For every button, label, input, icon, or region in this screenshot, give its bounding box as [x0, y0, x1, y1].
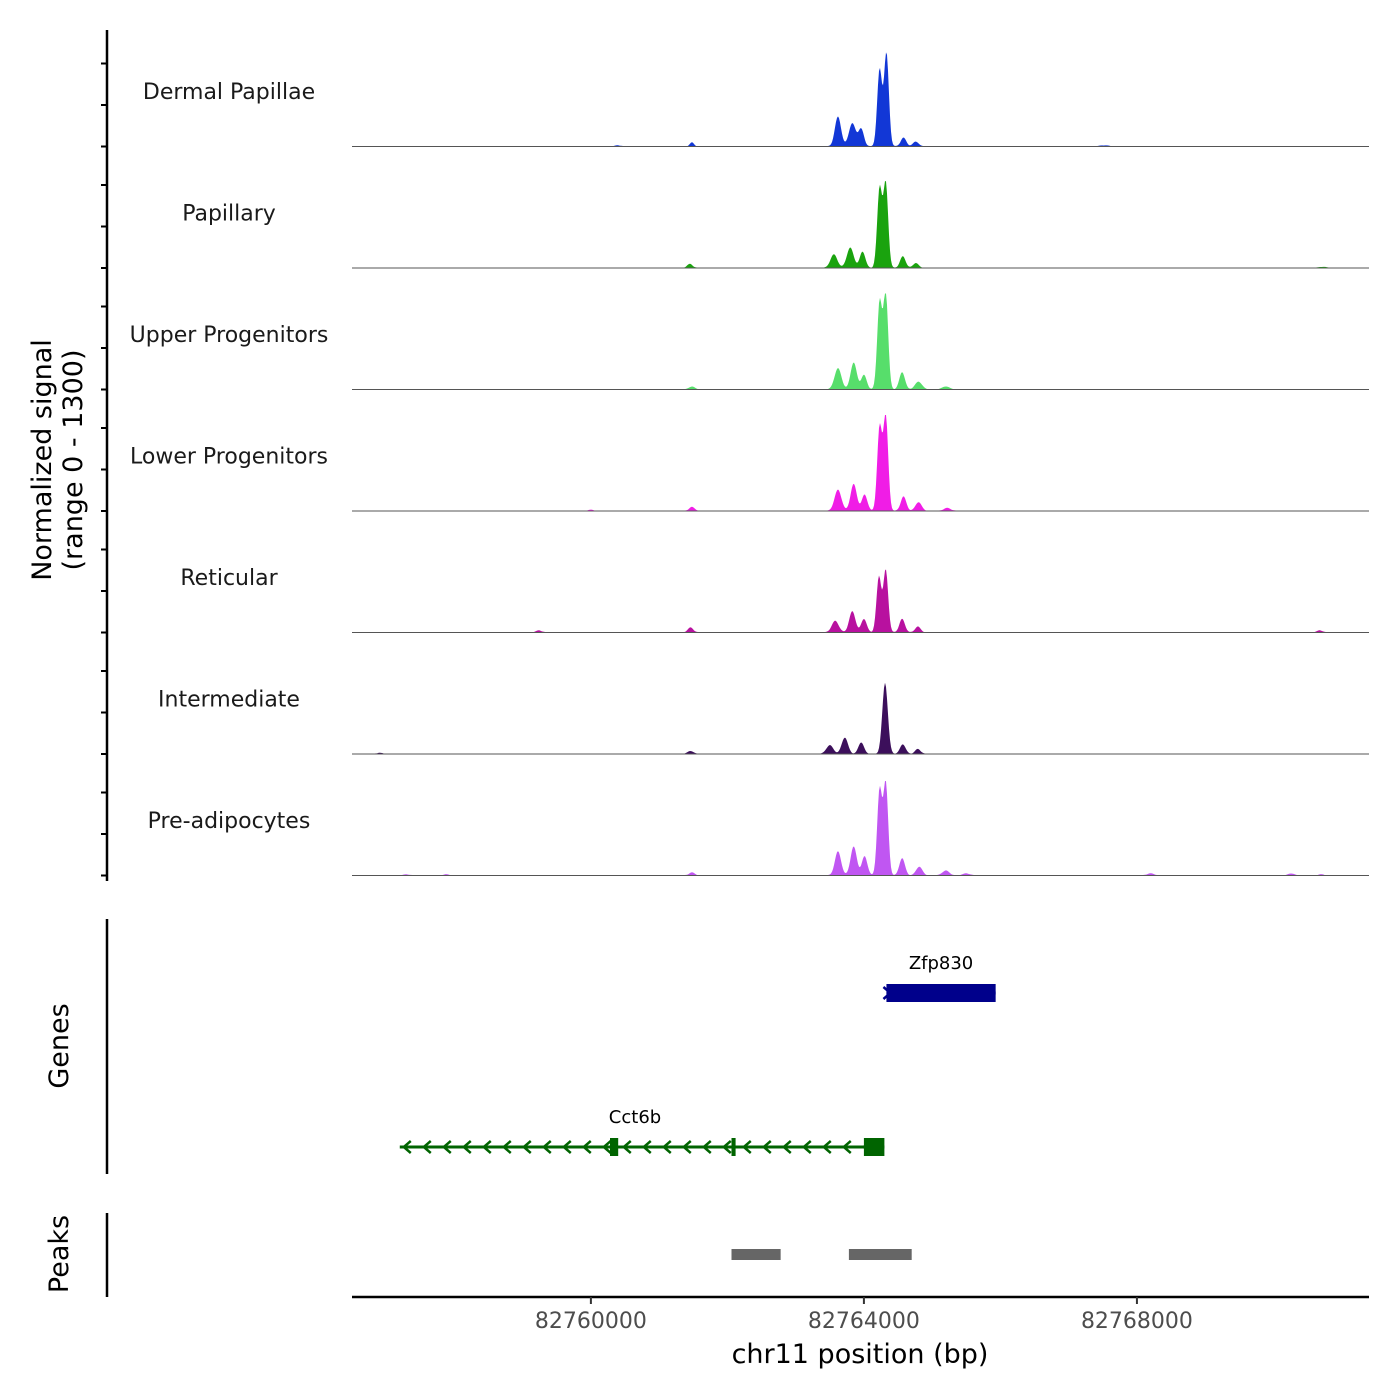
gene-label: Cct6b [609, 1107, 661, 1128]
y-tick-group [101, 62, 107, 877]
strand-arrow [621, 1140, 632, 1154]
signal-area [352, 569, 1369, 633]
x-axis: 82760000 82764000 82768000 [535, 1297, 1193, 1334]
track-6: Pre-adipocytes [148, 780, 1369, 876]
strand-arrow [841, 1140, 852, 1154]
signal-area [352, 780, 1369, 876]
peak-region [848, 1249, 912, 1260]
gene-cct6b: Cct6b [399, 1107, 885, 1156]
track-label: Lower Progenitors [130, 445, 328, 470]
strand-arrow [501, 1140, 512, 1154]
strand-arrow [661, 1140, 672, 1154]
track-label: Reticular [180, 566, 278, 591]
track-label: Intermediate [158, 688, 300, 713]
y-axis-title-line2: (range 0 - 1300) [58, 350, 89, 571]
track-2: Upper Progenitors [130, 293, 1369, 390]
x-axis-title: chr11 position (bp) [732, 1339, 989, 1370]
peak-region [731, 1249, 781, 1260]
track-label: Upper Progenitors [130, 323, 329, 348]
strand-arrow [601, 1140, 612, 1154]
gene-exon [731, 1138, 736, 1156]
strand-arrow [741, 1140, 752, 1154]
peak-track [731, 1249, 912, 1260]
strand-arrow [401, 1140, 412, 1154]
x-tick-label: 82764000 [808, 1309, 920, 1334]
track-label: Pre-adipocytes [148, 809, 311, 834]
strand-arrow [561, 1140, 572, 1154]
track-label: Dermal Papillae [143, 80, 315, 105]
gene-track: Zfp830 Cct6b [399, 953, 996, 1156]
strand-arrow [521, 1140, 532, 1154]
strand-arrow [681, 1140, 692, 1154]
x-tick-label: 82760000 [535, 1309, 647, 1334]
y-axis-title-line1: Normalized signal [27, 339, 58, 581]
strand-arrow [641, 1140, 652, 1154]
track-4: Reticular [180, 566, 1369, 633]
coverage-tracks: Dermal Papillae Papillary Upper Progenitor… [130, 52, 1369, 876]
gene-exon [886, 984, 996, 1002]
track-0: Dermal Papillae [143, 52, 1369, 147]
strand-arrow [701, 1140, 712, 1154]
genes-track-title: Genes [44, 1003, 75, 1088]
strand-arrow [761, 1140, 772, 1154]
strand-arrow [801, 1140, 812, 1154]
track-3: Lower Progenitors [130, 415, 1369, 512]
gene-exon [610, 1138, 619, 1156]
strand-arrow [481, 1140, 492, 1154]
strand-arrow [821, 1140, 832, 1154]
strand-arrow [441, 1140, 452, 1154]
gene-zfp830: Zfp830 [882, 953, 996, 1002]
signal-area [352, 293, 1369, 390]
strand-arrow [461, 1140, 472, 1154]
peaks-track-title: Peaks [44, 1215, 75, 1293]
strand-arrow [541, 1140, 552, 1154]
gene-label: Zfp830 [909, 953, 973, 974]
track-label: Papillary [182, 202, 276, 227]
strand-arrow [421, 1140, 432, 1154]
track-1: Papillary [182, 180, 1369, 269]
signal-area [352, 415, 1369, 511]
strand-arrow [581, 1140, 592, 1154]
x-tick-label: 82768000 [1081, 1309, 1193, 1334]
strand-arrow [781, 1140, 792, 1154]
track-5: Intermediate [158, 682, 1369, 755]
signal-area [352, 180, 1369, 268]
strand-arrow [721, 1140, 732, 1154]
signal-area [352, 52, 1369, 147]
gene-exon [863, 1138, 885, 1156]
signal-area [352, 682, 1369, 754]
